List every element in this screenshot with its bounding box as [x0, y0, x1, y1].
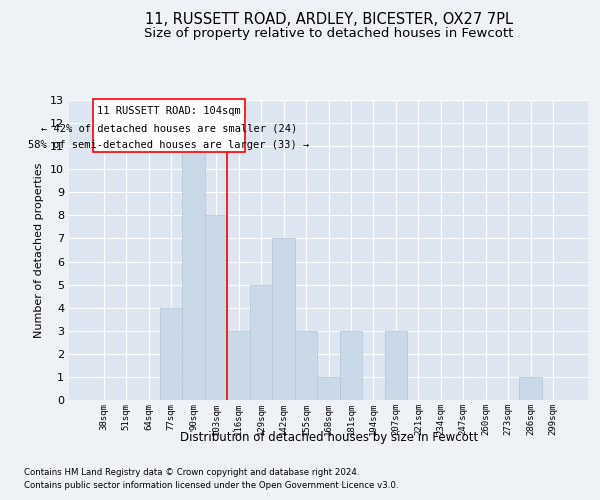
- Text: 11, RUSSETT ROAD, ARDLEY, BICESTER, OX27 7PL: 11, RUSSETT ROAD, ARDLEY, BICESTER, OX27…: [145, 12, 513, 28]
- Text: Contains public sector information licensed under the Open Government Licence v3: Contains public sector information licen…: [24, 480, 398, 490]
- Text: Size of property relative to detached houses in Fewcott: Size of property relative to detached ho…: [144, 28, 514, 40]
- Bar: [272, 238, 295, 400]
- Text: Distribution of detached houses by size in Fewcott: Distribution of detached houses by size …: [179, 431, 478, 444]
- Text: ← 42% of detached houses are smaller (24): ← 42% of detached houses are smaller (24…: [41, 123, 297, 133]
- Y-axis label: Number of detached properties: Number of detached properties: [34, 162, 44, 338]
- Bar: [160, 308, 182, 400]
- Bar: [340, 331, 362, 400]
- Bar: [317, 377, 340, 400]
- Bar: [385, 331, 407, 400]
- FancyBboxPatch shape: [92, 99, 245, 152]
- Text: 58% of semi-detached houses are larger (33) →: 58% of semi-detached houses are larger (…: [28, 140, 310, 150]
- Bar: [227, 331, 250, 400]
- Bar: [205, 216, 227, 400]
- Bar: [250, 284, 272, 400]
- Text: 11 RUSSETT ROAD: 104sqm: 11 RUSSETT ROAD: 104sqm: [97, 106, 241, 116]
- Bar: [182, 146, 205, 400]
- Bar: [520, 377, 542, 400]
- Text: Contains HM Land Registry data © Crown copyright and database right 2024.: Contains HM Land Registry data © Crown c…: [24, 468, 359, 477]
- Bar: [295, 331, 317, 400]
